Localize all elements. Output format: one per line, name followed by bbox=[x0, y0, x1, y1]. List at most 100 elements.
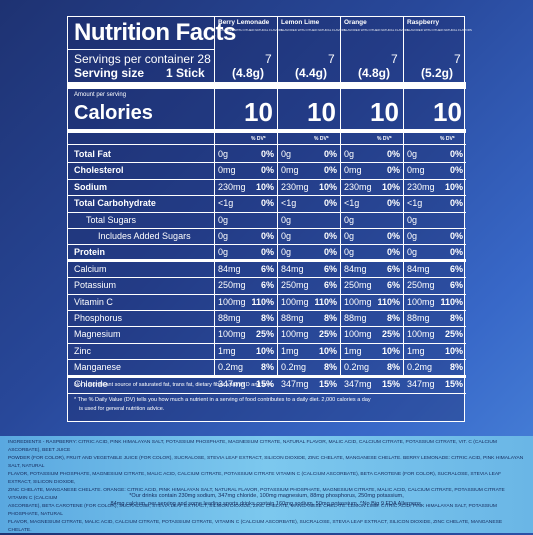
serving-size-label: Serving size bbox=[74, 66, 145, 80]
nutrient-dv: 8% bbox=[260, 313, 274, 323]
nutrient-dv: 0% bbox=[449, 198, 463, 209]
amount-per-serving: Amount per serving bbox=[74, 92, 127, 98]
ingredients-band: INGREDIENTS - RASPBERRY: CITRIC ACID, PI… bbox=[0, 436, 533, 533]
nutrient-amount: 88mg bbox=[407, 313, 430, 323]
nutrient-amount: 0g bbox=[281, 149, 292, 159]
ingredients-line: ASCORBATE), BETA CAROTENE (FOR COLOR), S… bbox=[8, 504, 497, 517]
flavor-name: Lemon Lime bbox=[281, 19, 320, 26]
nutrient-dv: 6% bbox=[386, 263, 400, 274]
nutrient-amount: 88mg bbox=[218, 313, 241, 323]
nutrient-dv: 6% bbox=[260, 280, 274, 291]
nutrient-dv: 10% bbox=[318, 345, 337, 356]
nutrient-name: Phosphorus bbox=[74, 313, 123, 323]
nutrient-dv: 8% bbox=[260, 362, 274, 373]
nutrient-dv: 110% bbox=[314, 296, 337, 307]
nutrient-amount: 0.2mg bbox=[218, 362, 244, 373]
nutrient-amount: 0mg bbox=[281, 165, 299, 176]
nutrient-dv: 10% bbox=[381, 345, 400, 356]
nutrient-row: Vitamin C 100mg 110% 100mg 110% 100mg 110% 100m… bbox=[68, 295, 466, 311]
nutrient-name: Vitamin C bbox=[74, 296, 113, 307]
nutrient-amount: 230mg bbox=[407, 181, 435, 192]
nutrient-amount: 347mg bbox=[344, 378, 372, 389]
nutrient-amount: 0mg bbox=[407, 165, 425, 176]
nutrient-dv: 15% bbox=[444, 378, 463, 389]
flavor-name: Raspberry bbox=[407, 19, 440, 26]
nutrient-amount: 230mg bbox=[281, 181, 309, 192]
ingredients-line: ZINC CHELATE, MANGANESE CHELATE. ORANGE:… bbox=[8, 488, 505, 501]
nutrient-amount: 250mg bbox=[344, 280, 372, 291]
nutrient-amount: 0g bbox=[407, 149, 418, 159]
nutrient-row: Magnesium 100mg 25% 100mg 25% 100mg 25% 100mg 25… bbox=[68, 327, 466, 343]
nutrient-dv: 8% bbox=[449, 362, 463, 373]
nutrient-dv: 0% bbox=[386, 198, 400, 209]
nutrient-amount: 84mg bbox=[344, 263, 367, 274]
nutrient-dv: 6% bbox=[386, 280, 400, 291]
dv-header: % DV* bbox=[314, 136, 329, 142]
nutrient-dv: 6% bbox=[449, 263, 463, 274]
medium-rule bbox=[68, 129, 466, 133]
nutrient-dv: 25% bbox=[381, 329, 400, 340]
servings-count: 7 bbox=[391, 52, 398, 66]
nutrient-amount: 100mg bbox=[344, 329, 372, 340]
nutrient-name: Total Carbohydrate bbox=[74, 198, 156, 209]
nutrient-dv: 15% bbox=[318, 378, 337, 389]
nutrient-name: Chloride bbox=[74, 378, 108, 389]
nutrient-amount: 0g bbox=[281, 247, 292, 258]
nutrient-dv: 0% bbox=[260, 198, 274, 209]
nutrient-row: Cholesterol 0mg 0% 0mg 0% 0mg 0% 0mg 0% bbox=[68, 163, 466, 179]
dv-header: % DV* bbox=[377, 136, 392, 142]
nutrient-dv: 0% bbox=[449, 231, 463, 241]
row-rule bbox=[68, 326, 466, 328]
row-rule bbox=[68, 228, 466, 229]
nutrient-amount: 230mg bbox=[218, 181, 246, 192]
nutrient-name: Sodium bbox=[74, 181, 107, 192]
nutrient-row: Manganese 0.2mg 8% 0.2mg 8% 0.2mg 8% 0.2mg 8% bbox=[68, 360, 466, 376]
flavor-note: FLAVORED WITH OTHER NATURAL FLAVORS bbox=[281, 28, 346, 32]
nutrient-amount: 0g bbox=[407, 231, 418, 241]
row-rule bbox=[68, 162, 466, 164]
ingredients-line: FLAVOR, POTASSIUM PHOSPHATE, MAGNESIUM C… bbox=[8, 472, 502, 485]
nutrient-dv: 6% bbox=[323, 263, 337, 274]
nutrient-amount: 0.2mg bbox=[281, 362, 307, 373]
nutrient-dv: 0% bbox=[386, 247, 400, 258]
nutrient-amount: 100mg bbox=[344, 296, 372, 307]
nutrient-dv: 15% bbox=[255, 378, 274, 389]
servings-count: 7 bbox=[454, 52, 461, 66]
ingredients-text: INGREDIENTS - RASPBERRY: CITRIC ACID, PI… bbox=[8, 439, 525, 535]
row-rule bbox=[68, 310, 466, 311]
nutrient-amount: 0g bbox=[407, 247, 418, 258]
nutrient-dv: 8% bbox=[323, 313, 337, 323]
rule bbox=[68, 393, 466, 394]
calories-value: 10 bbox=[370, 97, 399, 127]
nutrient-dv: 110% bbox=[377, 296, 400, 307]
nutrient-dv: 10% bbox=[381, 181, 400, 192]
flavor-note: FLAVORED WITH OTHER NATURAL FLAVORS bbox=[407, 28, 472, 32]
row-rule bbox=[68, 244, 466, 246]
nutrient-amount: 347mg bbox=[281, 378, 309, 389]
nutrient-row: Total Carbohydrate <1g 0% <1g 0% <1g 0% <1g 0% bbox=[68, 196, 466, 212]
nutrient-amount: 0g bbox=[218, 214, 229, 225]
nutrient-name: Cholesterol bbox=[74, 165, 124, 176]
nutrient-dv: 0% bbox=[323, 247, 337, 258]
row-rule bbox=[68, 211, 466, 213]
nutrient-amount: 0.2mg bbox=[407, 362, 433, 373]
nutrition-facts-panel: Nutrition Facts Berry Lemonade FLAVORED … bbox=[67, 16, 472, 422]
nutrient-dv: 8% bbox=[386, 313, 400, 323]
nutrient-dv: 110% bbox=[440, 296, 463, 307]
calories-value: 10 bbox=[244, 97, 273, 127]
ingredients-line: FLAVOR, MAGNESIUM CITRATE, MALIC ACID, C… bbox=[8, 520, 503, 533]
nutrient-amount: 0mg bbox=[218, 165, 236, 176]
flavor-note: FLAVORED WITH OTHER NATURAL FLAVORS bbox=[218, 28, 283, 32]
nutrient-row: Protein 0g 0% 0g 0% 0g 0% 0g 0% bbox=[68, 245, 466, 261]
nutrient-amount: 88mg bbox=[344, 313, 367, 323]
calories-value: 10 bbox=[307, 97, 336, 127]
row-rule bbox=[68, 195, 466, 197]
dv-header: % DV* bbox=[251, 136, 266, 142]
ingredients-line: POWDER (FOR COLOR), FRUIT AND VEGETABLE … bbox=[8, 456, 524, 469]
nutrient-dv: 10% bbox=[444, 345, 463, 356]
nutrient-dv: 6% bbox=[323, 280, 337, 291]
nutrient-amount: 0g bbox=[407, 214, 418, 225]
nutrient-amount: 100mg bbox=[218, 296, 246, 307]
nutrient-amount: 100mg bbox=[281, 296, 309, 307]
nutrient-amount: 0g bbox=[218, 247, 229, 258]
